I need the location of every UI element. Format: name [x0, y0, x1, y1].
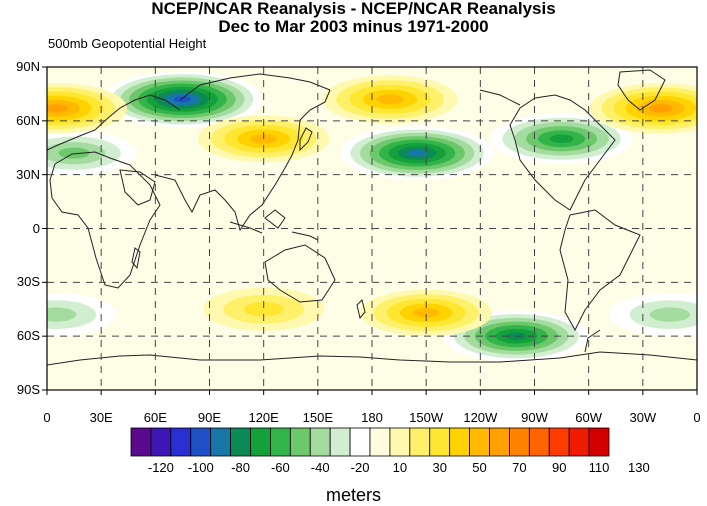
colorbar-swatch [309, 427, 331, 457]
colorbar-label: 30 [432, 460, 447, 475]
colorbar-swatch [329, 427, 351, 457]
colorbar-swatch [548, 427, 570, 457]
colorbar-label: 90 [551, 460, 567, 475]
colorbar-label: 70 [512, 460, 527, 475]
colorbar-label: -20 [350, 460, 370, 475]
latitude-label: 30N [16, 166, 40, 182]
gridlines [47, 67, 697, 390]
longitude-label: 30E [89, 410, 113, 425]
axis-ticks [42, 66, 698, 395]
title-line-2: Dec to Mar 2003 minus 1971-2000 [218, 17, 489, 36]
longitude-label: 60W [575, 410, 603, 425]
longitude-label: 120E [248, 410, 279, 425]
anomaly-contour-1-8 [407, 149, 427, 157]
colorbar-swatch [389, 427, 411, 457]
longitude-label: 150W [409, 410, 444, 425]
anomaly-contour-12-3 [243, 302, 284, 317]
colorbar-label: 130 [628, 460, 650, 475]
colorbar-swatch [190, 427, 212, 457]
anomaly-contour-5-3 [47, 307, 77, 322]
title-line-1: NCEP/NCAR Reanalysis - NCEP/NCAR Reanaly… [151, 0, 556, 18]
anomaly-contour-6-3 [649, 307, 691, 322]
colorbar-swatch [210, 427, 231, 457]
colorbar-label: -40 [310, 460, 330, 475]
colorbar-swatch [409, 427, 431, 457]
colorbar-label: 110 [588, 460, 610, 475]
colorbar-swatch [270, 427, 291, 457]
anomaly-contour-2-6 [549, 134, 574, 143]
field-subtitle: 500mb Geopotential Height [48, 36, 207, 51]
colorbar-units: meters [325, 485, 381, 505]
anomaly-contour-9-6 [47, 104, 68, 113]
latitude-label: 60S [16, 328, 40, 344]
longitude-label: 150E [302, 410, 334, 425]
colorbar-label: -60 [270, 460, 290, 475]
longitude-label: 120W [463, 410, 498, 425]
colorbar-swatch [289, 427, 311, 457]
longitude-label: 0 [43, 410, 51, 425]
colorbar-swatch [170, 427, 192, 457]
latitude-label: 90S [16, 382, 40, 397]
colorbar-swatch [230, 427, 251, 457]
anomaly-contour-11-5 [413, 308, 440, 318]
latitude-label: 90N [16, 59, 40, 74]
colorbar-swatch [150, 427, 172, 457]
anomaly-contour-3-4 [58, 147, 90, 159]
colorbar-label: 50 [472, 460, 487, 475]
colorbar-swatch [509, 427, 530, 457]
colorbar-label: 10 [392, 460, 408, 475]
colorbar-swatch [528, 427, 550, 457]
latitude-label: 30S [16, 274, 40, 290]
latitude-label: 60N [16, 112, 40, 128]
longitude-label: 180 [361, 410, 383, 425]
colorbar-swatch [449, 427, 470, 457]
anomaly-contour-8-6 [649, 104, 673, 113]
anomaly-contour-0-9 [173, 96, 192, 103]
longitude-label: 30W [629, 410, 657, 425]
longitude-label: 90E [197, 410, 222, 425]
colorbar-swatch [489, 427, 510, 457]
coastlines [47, 69, 697, 366]
colorbar-swatch [469, 427, 490, 457]
anomaly-contour-7-5 [376, 94, 404, 105]
colorbar-swatch [130, 427, 152, 457]
latitude-label: 0 [32, 220, 40, 236]
colorbar-swatch [429, 427, 451, 457]
colorbar-swatch [568, 427, 590, 457]
colorbar-swatch [250, 427, 271, 457]
longitude-label: 60E [143, 410, 167, 425]
colorbar-swatch [588, 427, 610, 457]
colorbar-label: -100 [187, 460, 214, 475]
longitude-label: 90W [521, 410, 548, 425]
colorbar-label: -80 [231, 460, 250, 475]
colorbar [130, 427, 610, 457]
longitude-label: 0 [693, 410, 701, 425]
colorbar-swatch [349, 427, 371, 457]
colorbar-label: -120 [147, 460, 174, 475]
colorbar-swatch [369, 427, 391, 457]
